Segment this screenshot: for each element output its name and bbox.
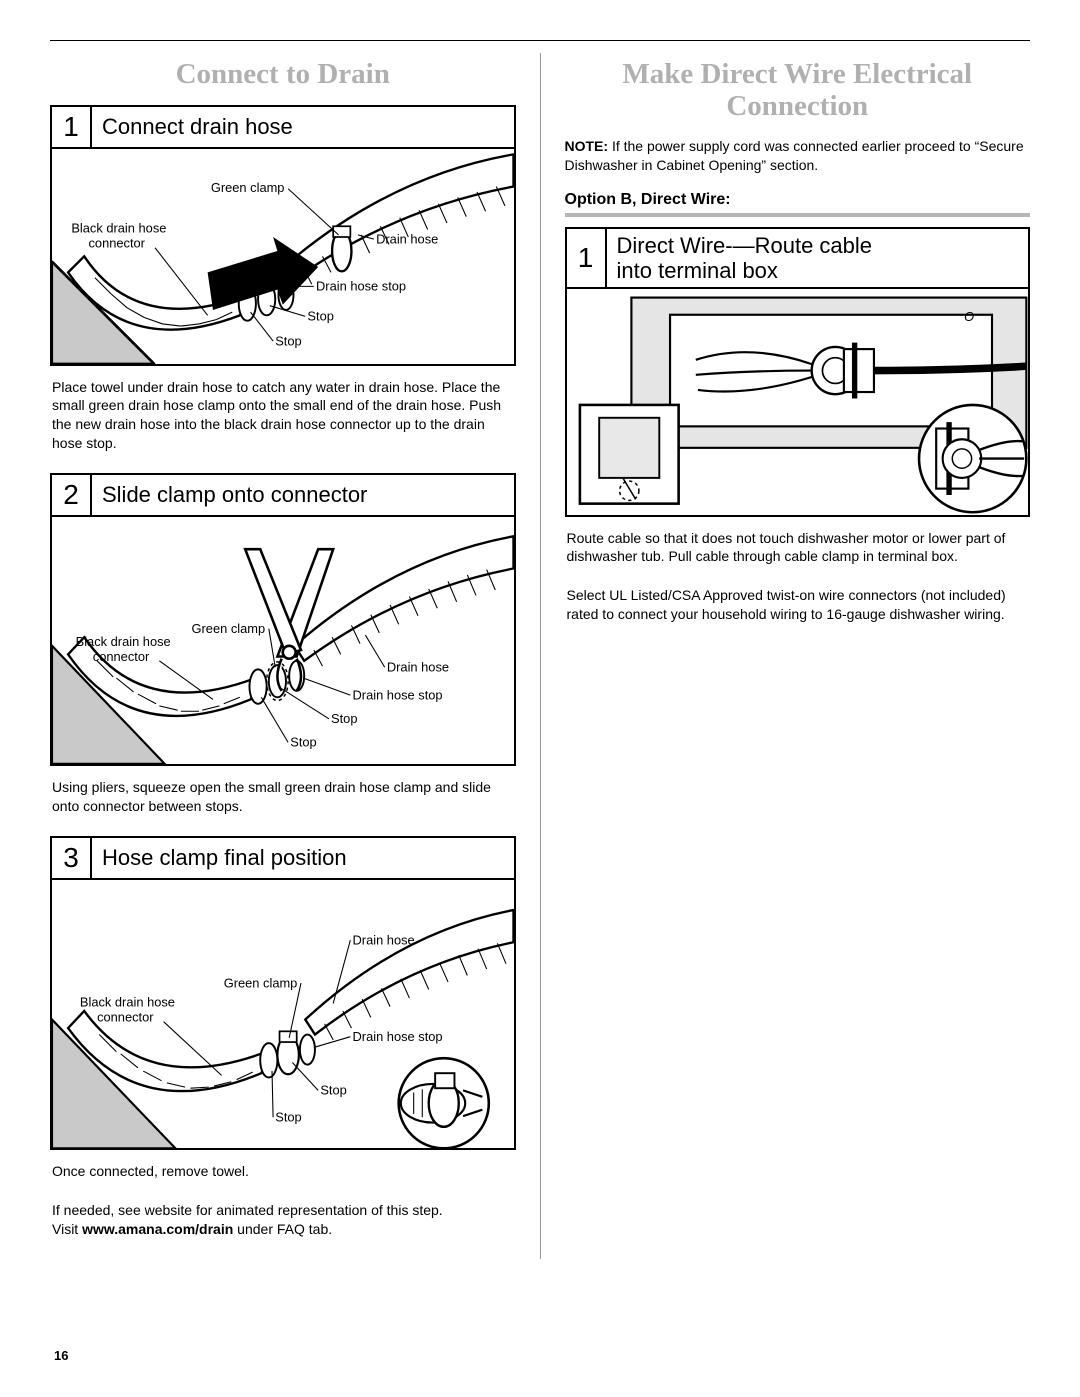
step3-num: 3 [52,838,92,878]
right-step1-cap2: Select UL Listed/CSA Approved twist-on w… [567,586,1029,624]
svg-text:Drain hose stop: Drain hose stop [353,1029,443,1044]
svg-text:Black drain hose: Black drain hose [80,994,175,1009]
option-b-rule [565,213,1031,217]
svg-text:Drain hose stop: Drain hose stop [316,279,406,294]
svg-text:Black drain hose: Black drain hose [76,634,171,649]
left-footer: If needed, see website for animated repr… [52,1201,514,1239]
svg-text:Drain hose: Drain hose [376,231,438,246]
svg-text:connector: connector [93,649,150,664]
step2-box: 2 Slide clamp onto connector [50,473,516,766]
step1-diagram: Green clamp Black drain hose connector D… [52,149,514,364]
step3-diagram: Drain hose Green clamp Black drain hose … [52,880,514,1148]
svg-text:Stop: Stop [290,735,316,750]
svg-text:O: O [964,309,974,324]
step3-box: 3 Hose clamp final position [50,836,516,1150]
step3-label: Hose clamp final position [92,839,361,877]
right-step1-label: Direct Wire-—Route cable into terminal b… [607,229,887,288]
svg-text:Green clamp: Green clamp [192,621,266,636]
step2-label: Slide clamp onto connector [92,476,381,514]
step1-box: 1 Connect drain hose [50,105,516,366]
svg-text:Drain hose stop: Drain hose stop [353,688,443,703]
svg-text:Stop: Stop [320,1082,346,1097]
svg-text:Green clamp: Green clamp [224,975,298,990]
right-note: NOTE: If the power supply cord was conne… [565,137,1031,175]
svg-text:Stop: Stop [331,711,357,726]
page-number: 16 [54,1348,68,1363]
step1-caption: Place towel under drain hose to catch an… [52,378,514,454]
svg-text:Drain hose: Drain hose [353,932,415,947]
svg-text:Black drain hose: Black drain hose [71,221,166,236]
left-title: Connect to Drain [50,59,516,91]
svg-text:Stop: Stop [275,1109,301,1124]
step3-caption: Once connected, remove towel. [52,1162,514,1181]
step1-num: 1 [52,107,92,147]
step2-diagram: Green clamp Black drain hose connector D… [52,517,514,764]
svg-text:connector: connector [89,236,146,251]
svg-text:connector: connector [97,1009,154,1024]
step1-label: Connect drain hose [92,108,307,146]
svg-text:Stop: Stop [275,333,301,348]
right-step1-diagram: O [567,289,1029,514]
right-step1-num: 1 [567,229,607,288]
right-column: Make Direct Wire Electrical Connection N… [541,53,1031,1259]
option-b-label: Option B, Direct Wire: [565,191,1031,209]
svg-text:Stop: Stop [307,309,333,324]
step2-caption: Using pliers, squeeze open the small gre… [52,778,514,816]
right-step1-box: 1 Direct Wire-—Route cable into terminal… [565,227,1031,517]
svg-text:Drain hose: Drain hose [387,660,449,675]
svg-text:Green clamp: Green clamp [211,180,285,195]
right-step1-cap1: Route cable so that it does not touch di… [567,529,1029,567]
right-title: Make Direct Wire Electrical Connection [565,59,1031,123]
left-column: Connect to Drain 1 Connect drain hose [50,53,540,1259]
step2-num: 2 [52,475,92,515]
